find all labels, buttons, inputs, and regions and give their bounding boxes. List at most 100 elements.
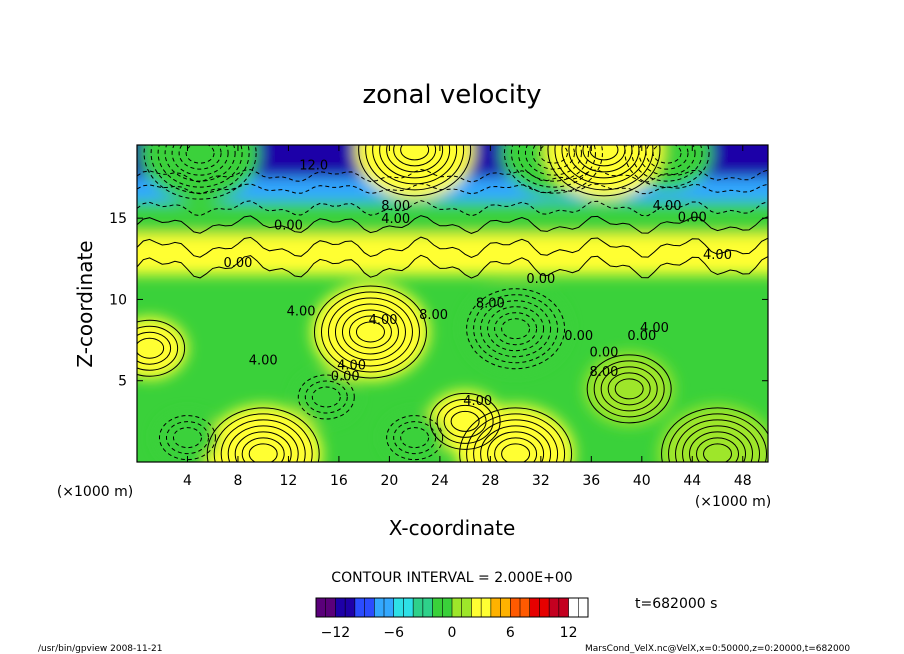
contour-line (661, 407, 768, 462)
contour-line (150, 145, 250, 194)
contour-value-label: 4.00 (703, 248, 732, 263)
x-tick-label: 44 (683, 473, 701, 489)
contour-line (334, 303, 406, 361)
contour-value-label: 0.00 (274, 219, 303, 234)
contour-line (554, 145, 654, 191)
colorbar-tick-label: 0 (448, 625, 457, 641)
contour-line (443, 404, 487, 438)
contour-line (157, 145, 243, 188)
x-tick-label: 36 (582, 473, 600, 489)
contour-line (503, 145, 603, 194)
contour-line (400, 145, 430, 161)
contour-line (466, 413, 566, 462)
contour-line (143, 145, 257, 200)
contour-line (234, 431, 292, 462)
contour-line (304, 380, 348, 414)
contour-line (450, 410, 480, 432)
contour-line (137, 215, 768, 234)
minimum-feature (463, 285, 568, 372)
x-tick-label: 12 (280, 473, 298, 489)
contour-line (379, 145, 451, 179)
colorbar-swatch (413, 598, 424, 617)
maximum-feature (137, 317, 188, 380)
contour-line (547, 145, 661, 197)
contour-line (341, 309, 399, 355)
contour-line (703, 443, 733, 462)
contour-line (501, 443, 531, 462)
colorbar-swatch (432, 598, 443, 617)
contour-line (436, 398, 494, 444)
colorbar (315, 597, 589, 618)
contour-line (607, 372, 651, 406)
contour-line (355, 321, 385, 343)
contour-line (137, 183, 768, 195)
colorbar-swatch (403, 598, 414, 617)
contour-line (689, 431, 747, 462)
x-tick-label: 16 (330, 473, 348, 489)
contour-value-label: 4.00 (653, 199, 682, 214)
contour-line (668, 413, 768, 462)
contour-line (137, 337, 165, 359)
contour-line (675, 419, 761, 462)
contour-line (327, 297, 413, 367)
contour-line (365, 145, 465, 191)
z-tick-label: 10 (109, 292, 127, 308)
contour-line (372, 145, 458, 185)
contour-line (137, 319, 186, 377)
contour-value-label: 4.00 (369, 313, 398, 328)
x-tick-label: 24 (431, 473, 449, 489)
colorbar-swatch (452, 598, 463, 617)
x-tick-label: 20 (380, 473, 398, 489)
contour-line (400, 427, 430, 449)
contour-line (241, 437, 285, 462)
contour-value-label: 8.00 (381, 199, 410, 214)
x-tick-label: 40 (633, 473, 651, 489)
colorbar-swatch (316, 598, 327, 617)
contour-line (165, 421, 209, 455)
contour-line (459, 407, 573, 462)
contour-line (600, 366, 658, 412)
colorbar-swatch (374, 598, 385, 617)
contour-line (682, 425, 754, 462)
colorbar-swatch (384, 598, 395, 617)
contour-line (696, 437, 740, 462)
contour-line (185, 145, 215, 164)
contour-value-label: 0.00 (526, 272, 555, 287)
contour-line (313, 285, 427, 379)
contour-line (178, 145, 222, 170)
minimum-feature (156, 412, 219, 462)
band-lower-mid (137, 234, 768, 276)
contour-value-label: 4.00 (337, 358, 366, 373)
contour-line (320, 291, 420, 373)
contour-line (137, 168, 768, 183)
contour-value-label: 0.00 (331, 370, 360, 385)
contour-value-label: 4.00 (249, 353, 278, 368)
z-tick-label: 5 (118, 374, 127, 390)
contour-line (358, 145, 472, 197)
z-unit-label: (×1000 m) (695, 494, 771, 510)
contour-interval: CONTOUR INTERVAL = 2.000E+00 (331, 570, 572, 586)
colorbar-swatch (335, 598, 346, 617)
colorbar-swatch (345, 598, 356, 617)
colorbar-swatch (393, 598, 404, 617)
x-tick-label: 28 (481, 473, 499, 489)
contour-value-label: 4.00 (463, 394, 492, 409)
contour-line (561, 145, 647, 185)
colorbar-swatch (578, 598, 589, 617)
colorbar-swatch (520, 598, 531, 617)
colorbar-swatch (442, 598, 453, 617)
colorbar-tick-label: −6 (383, 625, 404, 641)
contour-line (248, 443, 278, 462)
contour-value-label: 8.00 (419, 308, 448, 323)
contour-value-label: 8.00 (476, 297, 505, 312)
contour-line (614, 378, 644, 400)
colorbar-swatch (471, 598, 482, 617)
contour-line (510, 145, 596, 188)
colorbar-swatch (364, 598, 375, 617)
contour-line (524, 145, 582, 176)
colorbar-swatch (500, 598, 511, 617)
plot-area (137, 145, 768, 462)
x-tick-label: 32 (532, 473, 550, 489)
colorbar-swatch (558, 598, 570, 617)
